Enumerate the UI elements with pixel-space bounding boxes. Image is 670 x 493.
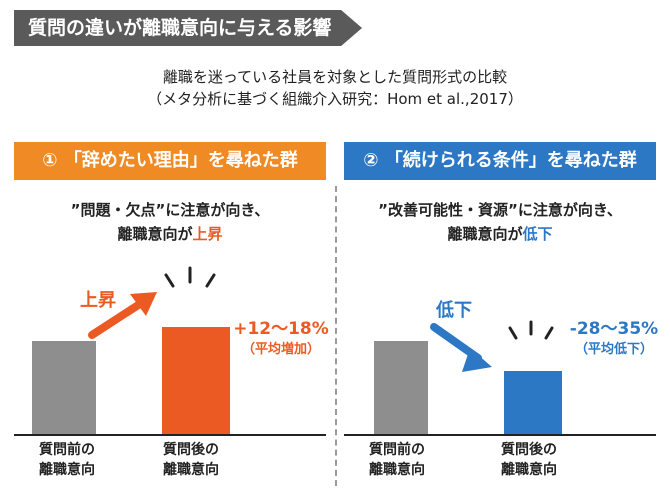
fall-label: 低下 <box>436 300 472 321</box>
bar-label-line: 質問後の 離職意向 <box>501 442 557 478</box>
panel-divider <box>335 186 337 486</box>
desc-line-2: 離職意向が低下 <box>344 222 656 246</box>
panel-description-reasons: ”問題・欠点”に注意が向き、 離職意向が上昇 <box>14 198 326 246</box>
subtitle-line-2: （メタ分析に基づく組織介入研究：Hom et al.,2017） <box>147 90 523 108</box>
desc-line-1: ”問題・欠点”に注意が向き、 <box>70 201 270 219</box>
bar-label-right-before: 質問前の 離職意向 <box>352 440 442 480</box>
desc-prefix: 離職意向が <box>447 225 523 243</box>
panel-description-conditions: ”改善可能性・資源”に注意が向き、 離職意向が低下 <box>344 198 656 246</box>
rise-label: 上昇 <box>80 290 116 311</box>
bar-label-right-after: 質問後の 離職意向 <box>484 440 574 480</box>
bar-left-after <box>162 327 230 434</box>
desc-line-2: 離職意向が上昇 <box>14 222 326 246</box>
baseline-left <box>14 434 326 436</box>
panel-header-conditions: ② 「続けられる条件」を尋ねた群 <box>344 142 656 180</box>
panel-header-reasons: ① 「辞めたい理由」を尋ねた群 <box>14 142 326 180</box>
baseline-right <box>344 434 656 436</box>
bar-label-line: 質問前の 離職意向 <box>39 442 95 478</box>
bar-left-before <box>32 341 96 434</box>
subtitle: 離職を迷っている社員を対象とした質問形式の比較 （メタ分析に基づく組織介入研究：… <box>0 66 670 110</box>
rise-percent-note: （平均増加） <box>241 342 320 357</box>
desc-highlight-fall: 低下 <box>522 225 553 243</box>
desc-line-1: ”改善可能性・資源”に注意が向き、 <box>378 201 622 219</box>
burst-right-icon <box>508 320 554 340</box>
fall-percent: -28〜35% <box>569 319 659 339</box>
bar-label-left-after: 質問後の 離職意向 <box>146 440 236 480</box>
bar-label-line: 質問後の 離職意向 <box>163 442 219 478</box>
rise-percent: +12〜18% <box>233 319 329 339</box>
bar-label-line: 質問前の 離職意向 <box>369 442 425 478</box>
page-title: 質問の違いが離職意向に与える影響 <box>14 10 362 46</box>
desc-prefix: 離職意向が <box>117 225 193 243</box>
desc-highlight-rise: 上昇 <box>192 225 223 243</box>
fall-percent-note: （平均低下） <box>574 342 653 357</box>
rise-arrow-icon <box>88 292 157 339</box>
bar-label-left-before: 質問前の 離職意向 <box>22 440 112 480</box>
fall-arrow-icon <box>430 323 492 372</box>
bar-right-before <box>374 341 428 434</box>
subtitle-line-1: 離職を迷っている社員を対象とした質問形式の比較 <box>162 68 508 86</box>
burst-left-icon <box>164 266 216 288</box>
bar-right-after <box>504 370 562 434</box>
